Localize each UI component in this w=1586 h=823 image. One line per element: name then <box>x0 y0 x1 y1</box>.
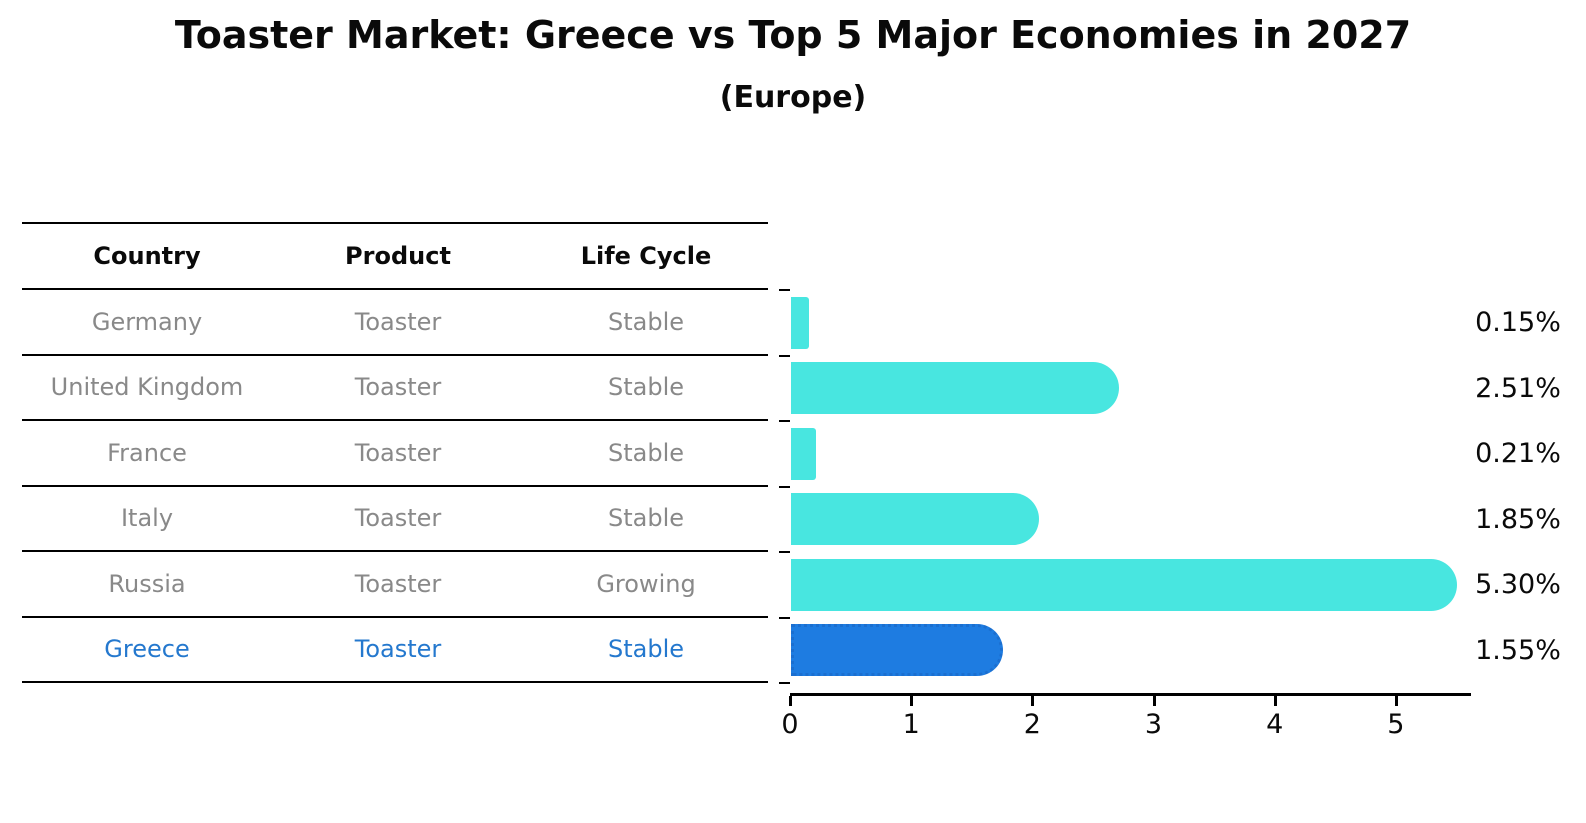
bar-row <box>791 487 1491 553</box>
x-tick-label: 1 <box>902 709 920 740</box>
table-row: France Toaster Stable <box>22 421 768 487</box>
x-tick-label: 0 <box>781 709 799 740</box>
x-tick-label: 4 <box>1266 709 1284 740</box>
bar <box>791 362 1119 415</box>
table-row: United Kingdom Toaster Stable <box>22 356 768 421</box>
bar-row <box>791 618 1491 684</box>
table-row: Italy Toaster Stable <box>22 487 768 552</box>
bar-row <box>791 290 1491 356</box>
value-label: 0.15% <box>1475 307 1561 339</box>
bar-row <box>791 356 1491 422</box>
y-tick-mark <box>779 354 790 357</box>
y-tick-mark <box>779 420 790 422</box>
country-cell: Greece <box>104 635 190 664</box>
life-cycle-cell: Stable <box>607 504 685 533</box>
table-header-row: Country Product Life Cycle <box>22 222 768 290</box>
bar <box>791 558 1457 611</box>
country-cell: Germany <box>91 307 203 336</box>
country-table: Country Product Life Cycle Germany Toaste… <box>22 222 768 683</box>
chart-title: Toaster Market: Greece vs Top 5 Major Ec… <box>174 13 1412 57</box>
life-cycle-cell: Stable <box>607 635 685 664</box>
value-label: 1.85% <box>1475 503 1561 535</box>
x-axis-line <box>790 693 1471 696</box>
life-cycle-cell: Stable <box>607 373 685 402</box>
x-tick-mark <box>789 696 792 706</box>
x-tick-mark <box>1031 696 1035 706</box>
country-cell: Italy <box>120 504 174 533</box>
product-cell: Toaster <box>354 438 442 467</box>
table-row: Germany Toaster Stable <box>22 290 768 356</box>
bar-row <box>791 421 1491 487</box>
y-tick-mark <box>779 485 790 488</box>
y-tick-mark <box>779 682 790 684</box>
country-cell: United Kingdom <box>50 373 244 402</box>
product-cell: Toaster <box>354 307 442 336</box>
product-cell: Toaster <box>354 373 442 402</box>
bar <box>791 427 816 480</box>
value-label: 1.55% <box>1475 634 1561 666</box>
life-cycle-cell: Growing <box>596 569 696 598</box>
x-tick-mark <box>910 696 914 706</box>
bar-row <box>791 552 1491 618</box>
country-cell: France <box>107 438 187 467</box>
bar <box>791 296 809 349</box>
table-row: Greece Toaster Stable <box>22 618 768 683</box>
life-cycle-cell: Stable <box>607 438 685 467</box>
x-tick-mark <box>1152 696 1156 706</box>
country-cell: Russia <box>108 569 186 598</box>
product-cell: Toaster <box>354 635 442 664</box>
chart-subtitle: (Europe) <box>719 80 867 115</box>
y-tick-mark <box>779 551 790 553</box>
x-tick-mark <box>1394 696 1398 706</box>
y-tick-mark <box>779 289 790 291</box>
table-body: Germany Toaster Stable United Kingdom Toaste… <box>22 290 768 683</box>
value-label: 5.30% <box>1475 569 1561 601</box>
x-tick-label: 2 <box>1023 709 1041 740</box>
life-cycle-cell: Stable <box>607 307 685 336</box>
product-cell: Toaster <box>354 569 442 598</box>
y-tick-mark <box>779 616 790 619</box>
x-tick-label: 3 <box>1144 709 1163 740</box>
bar-highlighted <box>791 624 1003 677</box>
x-tick-label: 5 <box>1387 709 1405 740</box>
column-header-life-cycle: Life Cycle <box>580 242 712 270</box>
product-cell: Toaster <box>354 504 442 533</box>
bar-chart-area <box>791 290 1491 683</box>
bar <box>791 493 1039 546</box>
value-label: 2.51% <box>1475 372 1561 404</box>
value-label: 0.21% <box>1475 438 1561 470</box>
x-tick-mark <box>1273 696 1277 706</box>
column-header-product: Product <box>345 242 451 270</box>
table-row: Russia Toaster Growing <box>22 552 768 618</box>
value-label-column: 0.15% 2.51% 0.21% 1.85% 5.30% 1.55% <box>1460 290 1576 683</box>
column-header-country: Country <box>93 242 201 270</box>
